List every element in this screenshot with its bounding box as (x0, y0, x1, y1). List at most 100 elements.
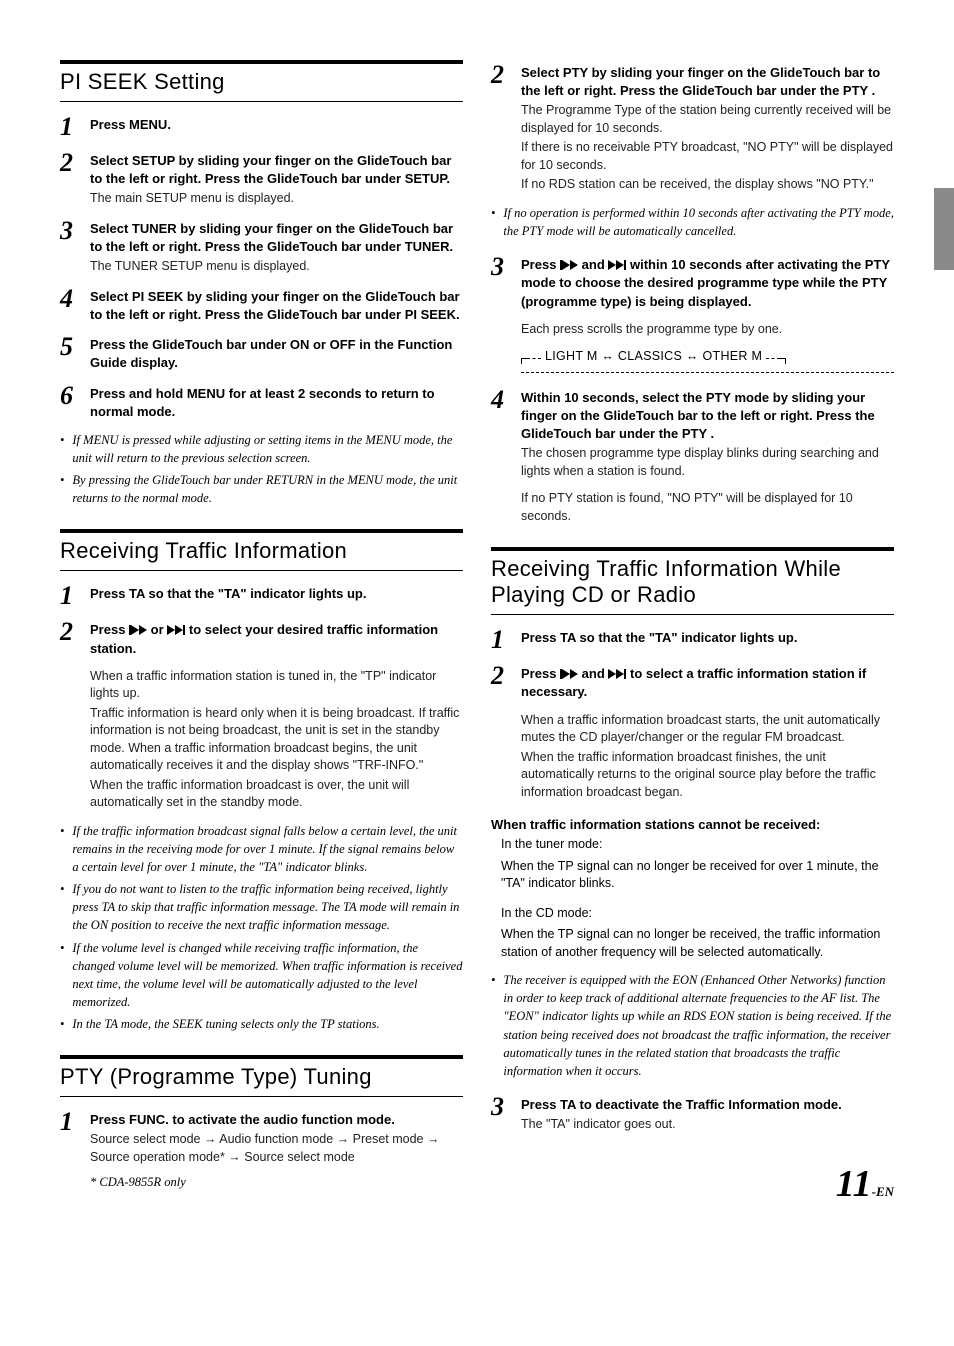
extra-text: When a traffic information station is tu… (90, 668, 463, 703)
step-body: Press or to select your desired traffic … (90, 617, 463, 811)
step: 2 Select PTY by sliding your finger on t… (491, 60, 894, 194)
text: GlideTouch bar (152, 337, 246, 352)
pty-loop-container: LIGHT M ↔ CLASSICS ↔ OTHER M (521, 348, 894, 366)
step-body: Press TA to deactivate the Traffic Infor… (521, 1092, 894, 1134)
step-body: Within 10 seconds, select the PTY mode b… (521, 385, 894, 526)
note-text: The receiver is equipped with the EON (E… (503, 971, 894, 1080)
text: Press (521, 257, 560, 272)
step-num: 4 (491, 385, 509, 413)
note-item: If no operation is performed within 10 s… (491, 204, 894, 240)
step-num: 1 (491, 625, 509, 653)
text: GlideTouch bar (267, 171, 361, 186)
text: to activate the audio function mode. (169, 1112, 395, 1127)
text: Press (521, 666, 560, 681)
text: GlideTouch bar (267, 239, 361, 254)
tuner-mode-label: In the tuner mode: (501, 836, 894, 854)
note-text: If you do not want to listen to the traf… (72, 880, 463, 934)
step-num: 2 (491, 661, 509, 689)
text: GlideTouch bar (521, 426, 615, 441)
note-item: In the TA mode, the SEEK tuning selects … (60, 1015, 463, 1033)
step-body: Press the GlideTouch bar under ON or OFF… (90, 332, 463, 372)
note-text: If the volume level is changed while rec… (72, 939, 463, 1012)
note-text: If no operation is performed within 10 s… (503, 204, 894, 240)
step: 4 Select PI SEEK by sliding your finger … (60, 284, 463, 324)
text: FUNC. (129, 1112, 169, 1127)
text: Select SETUP by sliding your finger on t… (90, 153, 357, 168)
step-num: 6 (60, 381, 78, 409)
note-text: If the traffic information broadcast sig… (72, 822, 463, 876)
extra-text: If no PTY station is found, "NO PTY" wil… (521, 490, 894, 525)
next-track-icon (608, 260, 626, 270)
prev-track-icon (560, 260, 578, 270)
text: GlideTouch bar (267, 307, 361, 322)
cd-mode-text: When the TP signal can no longer be rece… (501, 926, 894, 961)
step-body: Press TA so that the "TA" indicator ligh… (521, 625, 894, 647)
text: and (578, 666, 608, 681)
text: Select PI SEEK by sliding your finger on… (90, 289, 365, 304)
step: 1 Press TA so that the "TA" indicator li… (491, 625, 894, 653)
step-body: Press and to select a traffic informatio… (521, 661, 894, 801)
text: Press (90, 622, 129, 637)
text: so that the "TA" indicator lights up. (576, 630, 798, 645)
step: 6 Press and hold MENU for at least 2 sec… (60, 381, 463, 421)
text: GlideTouch bar (682, 83, 776, 98)
sub-text: The chosen programme type display blinks… (521, 445, 894, 480)
dashed-divider (521, 372, 894, 373)
text: under SETUP. (361, 171, 450, 186)
note-item: If you do not want to listen to the traf… (60, 880, 463, 934)
step-num: 1 (60, 581, 78, 609)
step-body: Press MENU. (90, 112, 463, 134)
step: 3 Press TA to deactivate the Traffic Inf… (491, 1092, 894, 1134)
step: 1 Press FUNC. to activate the audio func… (60, 1107, 463, 1192)
step-num: 1 (60, 112, 78, 140)
note-item: If MENU is pressed while adjusting or se… (60, 431, 463, 467)
text: under the PTY . (615, 426, 714, 441)
step-num: 3 (491, 1092, 509, 1120)
step: 1 Press MENU. (60, 112, 463, 140)
text: Press and hold (90, 386, 187, 401)
text: under the PTY . (776, 83, 875, 98)
cd-mode-label: In the CD mode: (501, 905, 894, 923)
note-text: In the TA mode, the SEEK tuning selects … (72, 1015, 379, 1033)
step: 2 Press and to select a traffic informat… (491, 661, 894, 801)
step-num: 1 (60, 1107, 78, 1135)
sub-text: If there is no receivable PTY broadcast,… (521, 139, 894, 174)
text: Select PTY by sliding your finger on the (521, 65, 770, 80)
note-item: By pressing the GlideTouch bar under RET… (60, 471, 463, 507)
note-text: By pressing the GlideTouch bar under RET… (72, 471, 463, 507)
text: TA (560, 1097, 576, 1112)
text: Press (90, 1112, 129, 1127)
prev-track-icon (560, 669, 578, 679)
step-num: 3 (60, 216, 78, 244)
text: so that the "TA" indicator lights up. (145, 586, 367, 601)
sub-heading: When traffic information stations cannot… (491, 817, 894, 832)
step: 2 Press or to select your desired traffi… (60, 617, 463, 811)
sub-text: The Programme Type of the station being … (521, 102, 894, 137)
text: Press (90, 586, 129, 601)
sub-text: The TUNER SETUP menu is displayed. (90, 258, 463, 276)
sub-text: If no RDS station can be received, the d… (521, 176, 894, 194)
text: GlideTouch bar (770, 65, 864, 80)
extra-text: Each press scrolls the programme type by… (521, 321, 894, 339)
note-text: If MENU is pressed while adjusting or se… (72, 431, 463, 467)
step-num: 2 (491, 60, 509, 88)
footnote: * CDA-9855R only (90, 1174, 463, 1192)
step-body: Select TUNER by sliding your finger on t… (90, 216, 463, 276)
text: MENU (187, 386, 225, 401)
right-column: 2 Select PTY by sliding your finger on t… (491, 60, 894, 1200)
text: under PI SEEK. (361, 307, 459, 322)
text: and (578, 257, 608, 272)
note-item: The receiver is equipped with the EON (E… (491, 971, 894, 1080)
loop-dash (527, 358, 541, 359)
text: GlideTouch bar (359, 221, 453, 236)
section-title-traffic: Receiving Traffic Information (60, 529, 463, 571)
text: MENU (129, 117, 167, 132)
section-title-piseek: PI SEEK Setting (60, 60, 463, 102)
prev-track-icon (129, 625, 147, 635)
text: GlideTouch bar (365, 289, 459, 304)
text: . (167, 117, 171, 132)
extra-text: When a traffic information broadcast sta… (521, 712, 894, 747)
next-track-icon (167, 625, 185, 635)
text: under TUNER. (361, 239, 453, 254)
page-number: 11-EN (836, 1162, 894, 1206)
